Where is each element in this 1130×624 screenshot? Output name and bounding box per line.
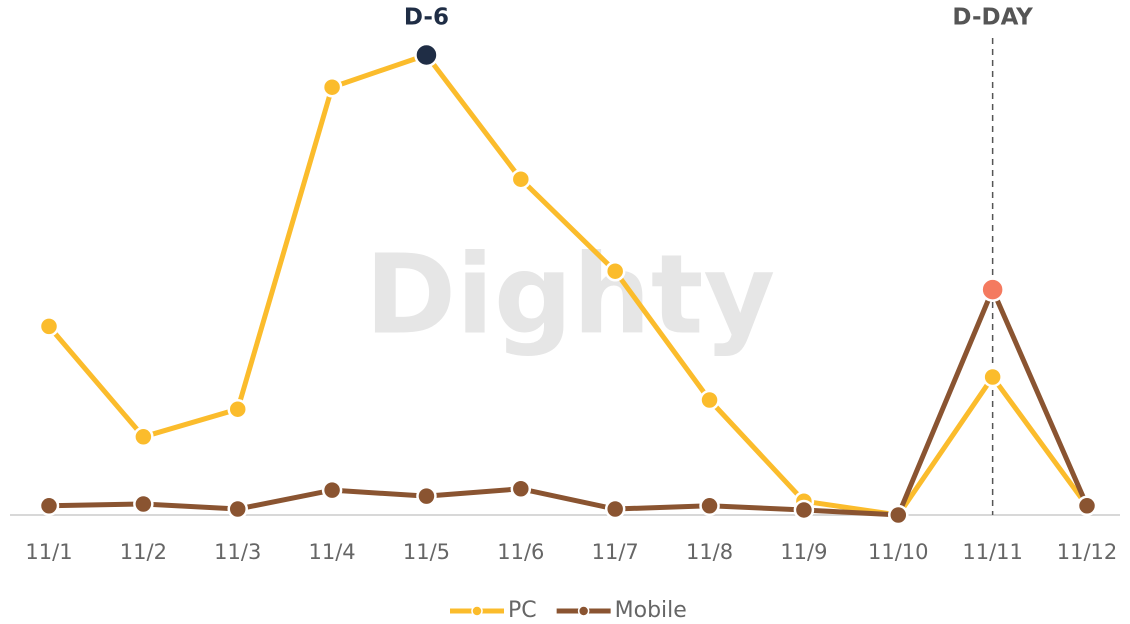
data-point	[699, 495, 720, 517]
legend-symbol	[577, 605, 590, 617]
data-point	[38, 316, 60, 337]
watermark: Dighty	[365, 230, 775, 358]
data-point	[133, 426, 154, 448]
data-point	[227, 498, 248, 520]
annotation-label: D-DAY	[952, 5, 1033, 31]
data-point	[604, 260, 626, 282]
data-point	[227, 398, 248, 420]
data-point	[510, 168, 532, 190]
series-line	[47, 52, 1090, 518]
x-tick-label: 11/11	[962, 540, 1023, 564]
series-line	[48, 287, 1090, 518]
x-tick-label: 11/6	[497, 540, 544, 564]
data-point	[416, 485, 437, 507]
data-point	[980, 277, 1005, 302]
x-tick-label: 11/7	[592, 540, 639, 564]
data-point	[888, 504, 909, 526]
x-tick-label: 11/8	[686, 540, 733, 564]
data-point	[604, 498, 626, 520]
data-point	[321, 479, 343, 501]
x-tick-label: 11/3	[214, 540, 261, 564]
annotation-label: D-6	[404, 5, 449, 31]
data-point	[699, 389, 720, 411]
x-tick-label: 11/12	[1057, 540, 1118, 564]
data-point	[793, 499, 815, 521]
data-point	[1076, 495, 1098, 517]
x-tick-label: 11/1	[25, 540, 72, 564]
data-point	[982, 366, 1003, 388]
x-tick-label: 11/2	[120, 540, 167, 564]
legend-label: Mobile	[615, 598, 687, 623]
data-point	[38, 495, 60, 517]
data-point	[510, 478, 532, 500]
legend-label: PC	[508, 598, 537, 623]
x-tick-label: 11/4	[309, 540, 356, 564]
x-tick-label: 11/5	[403, 540, 450, 564]
data-point	[321, 76, 343, 98]
x-tick-label: 11/10	[868, 540, 929, 564]
data-point	[414, 42, 439, 68]
legend-symbol	[471, 605, 483, 617]
x-tick-label: 11/9	[780, 540, 827, 564]
data-point	[133, 493, 154, 515]
